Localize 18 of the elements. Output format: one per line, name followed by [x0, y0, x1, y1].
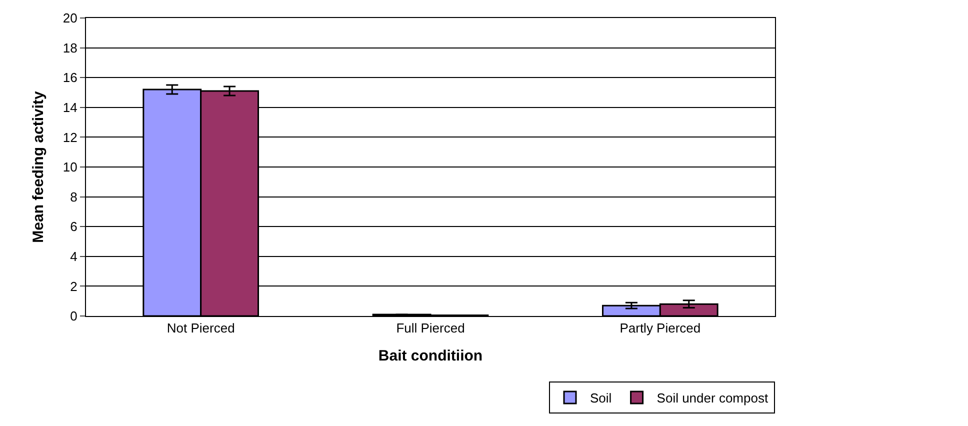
- legend-label: Soil under compost: [656, 390, 768, 406]
- y-tick-label: 14: [62, 100, 78, 115]
- x-tick-label: Not Pierced: [166, 320, 235, 336]
- x-axis-title: Bait conditiion: [378, 348, 483, 365]
- y-tick-label: 10: [62, 160, 78, 175]
- y-tick-label: 2: [70, 278, 78, 294]
- x-tick-label: Full Pierced: [396, 320, 465, 336]
- x-tick-label: Partly Pierced: [620, 320, 701, 336]
- y-tick-label: 18: [62, 40, 78, 56]
- legend-label: Soil: [590, 390, 612, 406]
- y-tick-label: 20: [62, 10, 78, 26]
- y-tick-label: 6: [70, 219, 78, 234]
- y-tick-label: 16: [62, 70, 78, 86]
- y-axis-title: Mean feeding activity: [30, 90, 48, 243]
- y-tick-label: 0: [70, 308, 78, 324]
- y-tick-label: 4: [70, 248, 78, 264]
- y-tick-label: 8: [70, 189, 78, 204]
- y-tick-label: 12: [62, 130, 78, 145]
